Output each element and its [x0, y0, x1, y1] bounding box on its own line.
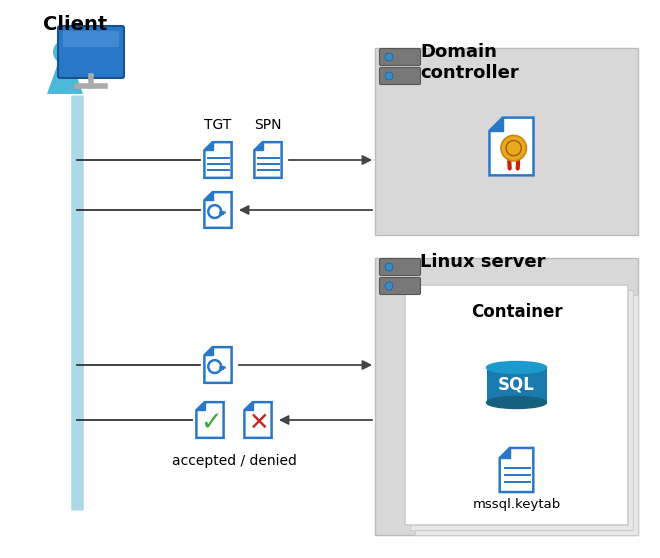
Polygon shape	[205, 142, 213, 150]
Circle shape	[385, 53, 393, 61]
Polygon shape	[490, 118, 533, 175]
FancyBboxPatch shape	[379, 277, 420, 295]
Polygon shape	[254, 142, 263, 150]
Text: Linux server: Linux server	[420, 253, 546, 271]
FancyBboxPatch shape	[63, 31, 119, 47]
Circle shape	[506, 141, 521, 156]
Polygon shape	[500, 448, 533, 492]
FancyBboxPatch shape	[375, 48, 638, 235]
Circle shape	[385, 282, 393, 290]
Polygon shape	[244, 402, 253, 410]
Text: Domain
controller: Domain controller	[420, 43, 519, 82]
Ellipse shape	[486, 362, 546, 373]
Polygon shape	[47, 66, 83, 94]
Ellipse shape	[486, 397, 546, 408]
Polygon shape	[205, 347, 232, 383]
Text: mssql.keytab: mssql.keytab	[473, 498, 560, 511]
Text: Client: Client	[43, 15, 107, 34]
FancyBboxPatch shape	[375, 258, 638, 535]
Polygon shape	[205, 347, 213, 355]
Text: ✓: ✓	[201, 410, 222, 436]
Text: Container: Container	[471, 303, 562, 321]
FancyBboxPatch shape	[379, 68, 420, 84]
FancyBboxPatch shape	[379, 258, 420, 276]
Circle shape	[53, 40, 77, 64]
Polygon shape	[197, 402, 205, 410]
Circle shape	[385, 263, 393, 271]
Polygon shape	[254, 142, 282, 178]
Polygon shape	[205, 142, 232, 178]
Polygon shape	[205, 192, 213, 200]
FancyBboxPatch shape	[58, 26, 124, 78]
Circle shape	[501, 136, 527, 161]
Text: TGT: TGT	[205, 118, 232, 132]
Polygon shape	[490, 118, 503, 131]
FancyBboxPatch shape	[415, 295, 638, 535]
Circle shape	[385, 72, 393, 80]
Polygon shape	[244, 402, 272, 438]
FancyBboxPatch shape	[410, 290, 633, 530]
Polygon shape	[205, 192, 232, 228]
Text: SQL: SQL	[498, 376, 535, 394]
Text: accepted / denied: accepted / denied	[172, 454, 296, 468]
Text: SPN: SPN	[254, 118, 282, 132]
Text: ✕: ✕	[249, 411, 270, 435]
FancyBboxPatch shape	[379, 49, 420, 65]
FancyBboxPatch shape	[405, 285, 628, 525]
Polygon shape	[500, 448, 510, 458]
Polygon shape	[197, 402, 224, 438]
FancyBboxPatch shape	[486, 368, 546, 402]
